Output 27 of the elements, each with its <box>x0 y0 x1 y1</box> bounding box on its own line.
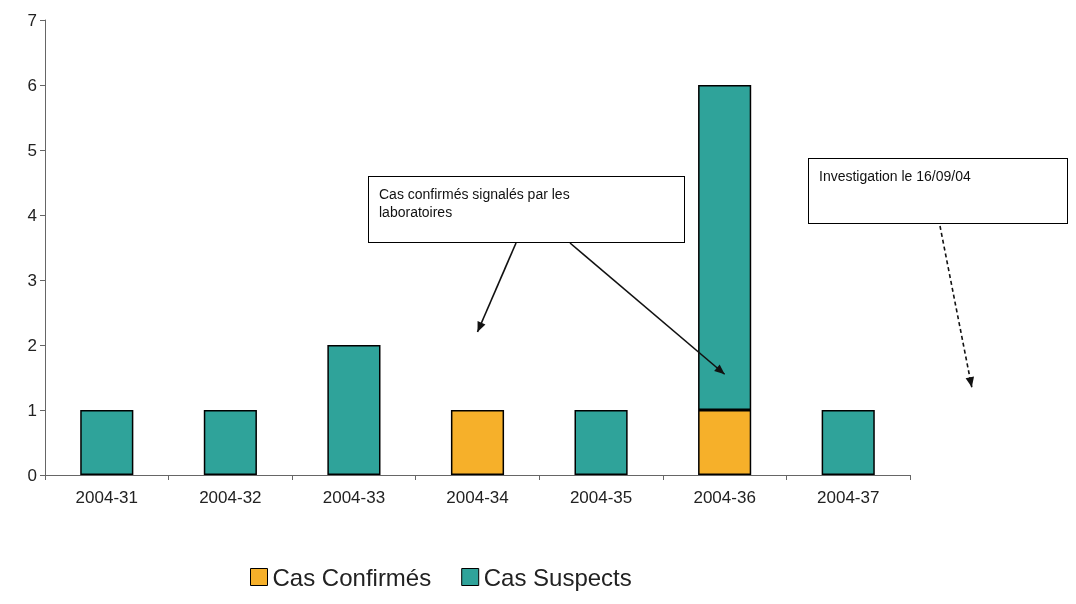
y-tick-label: 6 <box>27 75 37 95</box>
x-tick-label: 2004-34 <box>446 488 509 507</box>
y-tick-label: 0 <box>27 465 37 485</box>
bar <box>821 410 875 475</box>
x-tick-label: 2004-31 <box>75 488 138 507</box>
annotation: Cas confirmés signalés par les laboratoires <box>379 185 571 221</box>
x-tick-label: 2004-35 <box>569 488 633 507</box>
x-tick-label: 2004-36 <box>693 488 756 507</box>
callout-box: Cas confirmés signalés par les laboratoires <box>368 176 685 243</box>
y-tick-label: 2 <box>27 335 37 355</box>
callout-box: Investigation le 16/09/04 <box>808 158 1068 224</box>
bar <box>327 345 381 475</box>
bar <box>203 410 257 475</box>
x-tick-label: 2004-37 <box>817 488 880 507</box>
x-tick-label: 2004-32 <box>199 488 262 507</box>
legend-label: Cas Confirmés <box>272 563 432 591</box>
bar <box>574 410 628 475</box>
y-tick-label: 5 <box>27 140 37 160</box>
y-tick-label: 7 <box>27 10 37 30</box>
y-tick-label: 4 <box>27 205 37 225</box>
bar <box>80 410 134 475</box>
y-tick-label: 1 <box>27 400 37 420</box>
annotation: Investigation le 16/09/04 <box>819 167 972 185</box>
y-tick-label: 3 <box>27 270 37 290</box>
bar <box>450 410 505 475</box>
x-tick-label: 2004-33 <box>322 488 386 507</box>
legend-label: Cas Suspects <box>483 563 632 591</box>
